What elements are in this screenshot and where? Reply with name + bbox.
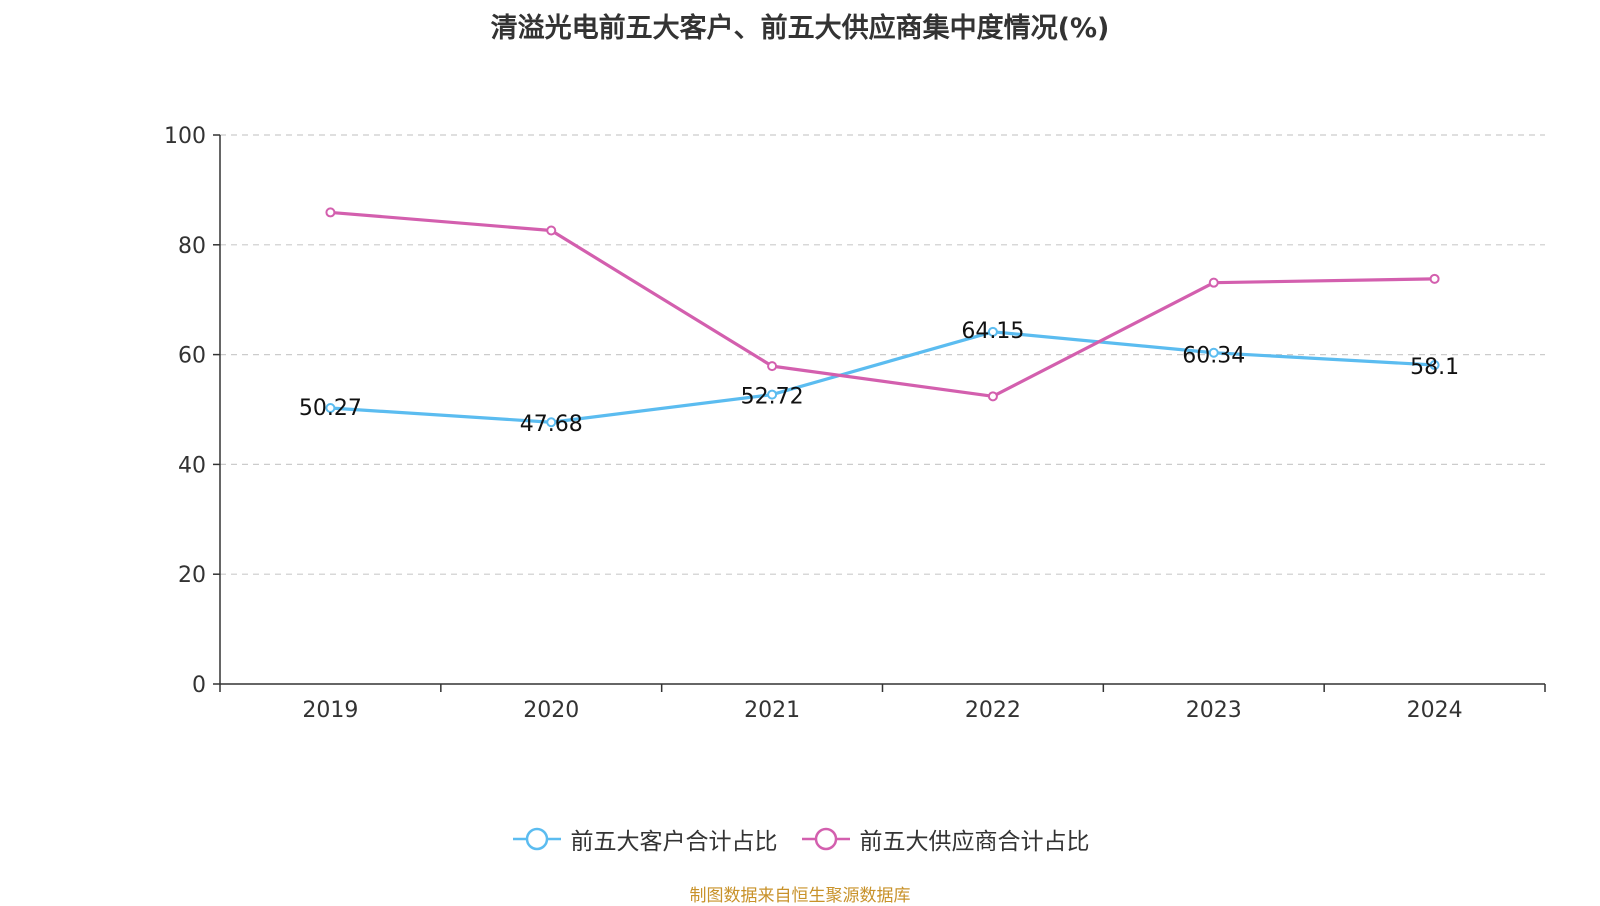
series-0-point-2024 [1429, 360, 1440, 371]
legend-label-customers: 前五大客户合计占比 [570, 829, 778, 855]
series-0-point-2023 [1208, 347, 1219, 358]
x-tick-label-2021: 2021 [744, 698, 800, 723]
series-1-point-2024 [1429, 273, 1440, 284]
series-1-point-2019 [325, 207, 336, 218]
chart-title: 清溢光电前五大客户、前五大供应商集中度情况(%) [490, 13, 1110, 44]
y-tick-label-100: 100 [164, 124, 206, 149]
y-axis-ticks: 0 20 40 60 80 100 [164, 124, 220, 698]
series-0-point-2022 [987, 326, 998, 337]
series-1-point-2021 [767, 361, 778, 372]
data-label-2022: 64.15 [961, 319, 1024, 344]
series-0-point-2021 [767, 389, 778, 400]
y-tick-label-0: 0 [192, 673, 206, 698]
source-note: 制图数据来自恒生聚源数据库 [689, 886, 911, 906]
legend-item-suppliers[interactable]: 前五大供应商合计占比 [800, 822, 1090, 856]
gridlines [220, 134, 1545, 575]
x-tick-label-2019: 2019 [302, 698, 358, 723]
legend-item-customers[interactable]: 前五大客户合计占比 [511, 822, 778, 856]
x-tick-label-2020: 2020 [523, 698, 579, 723]
series-line-1 [330, 210, 1435, 398]
x-axis-ticks: 2019 2020 2021 2022 2023 2024 [219, 684, 1546, 723]
legend-marker-customers [512, 827, 561, 851]
series-line-0 [330, 330, 1435, 424]
series-0-point-2019 [325, 403, 336, 414]
series-0-point-2020 [546, 417, 557, 428]
legend-marker-suppliers [801, 827, 850, 851]
data-label-2024: 58.1 [1410, 355, 1459, 380]
x-tick-label-2024: 2024 [1407, 698, 1463, 723]
data-label-2019: 50.27 [299, 396, 362, 421]
y-tick-label-60: 60 [178, 344, 206, 369]
x-tick-label-2023: 2023 [1186, 698, 1242, 723]
axes [219, 135, 1545, 685]
series-lines [330, 210, 1435, 424]
x-tick-label-2022: 2022 [965, 698, 1021, 723]
data-label-2020: 47.68 [520, 412, 583, 437]
series-1-point-2023 [1208, 277, 1219, 288]
y-tick-label-20: 20 [178, 563, 206, 588]
y-tick-label-80: 80 [178, 234, 206, 259]
legend: 前五大客户合计占比 前五大供应商合计占比 [0, 822, 1600, 856]
data-label-2021: 52.72 [741, 385, 804, 410]
series-1-point-2020 [546, 225, 557, 236]
y-tick-label-40: 40 [178, 453, 206, 478]
series-points [325, 207, 1440, 428]
data-label-2023: 60.34 [1182, 344, 1245, 369]
series-1-point-2022 [987, 391, 998, 402]
data-labels: 50.27 47.68 52.72 64.15 60.34 58.1 [299, 319, 1459, 437]
legend-label-suppliers: 前五大供应商合计占比 [859, 829, 1090, 855]
